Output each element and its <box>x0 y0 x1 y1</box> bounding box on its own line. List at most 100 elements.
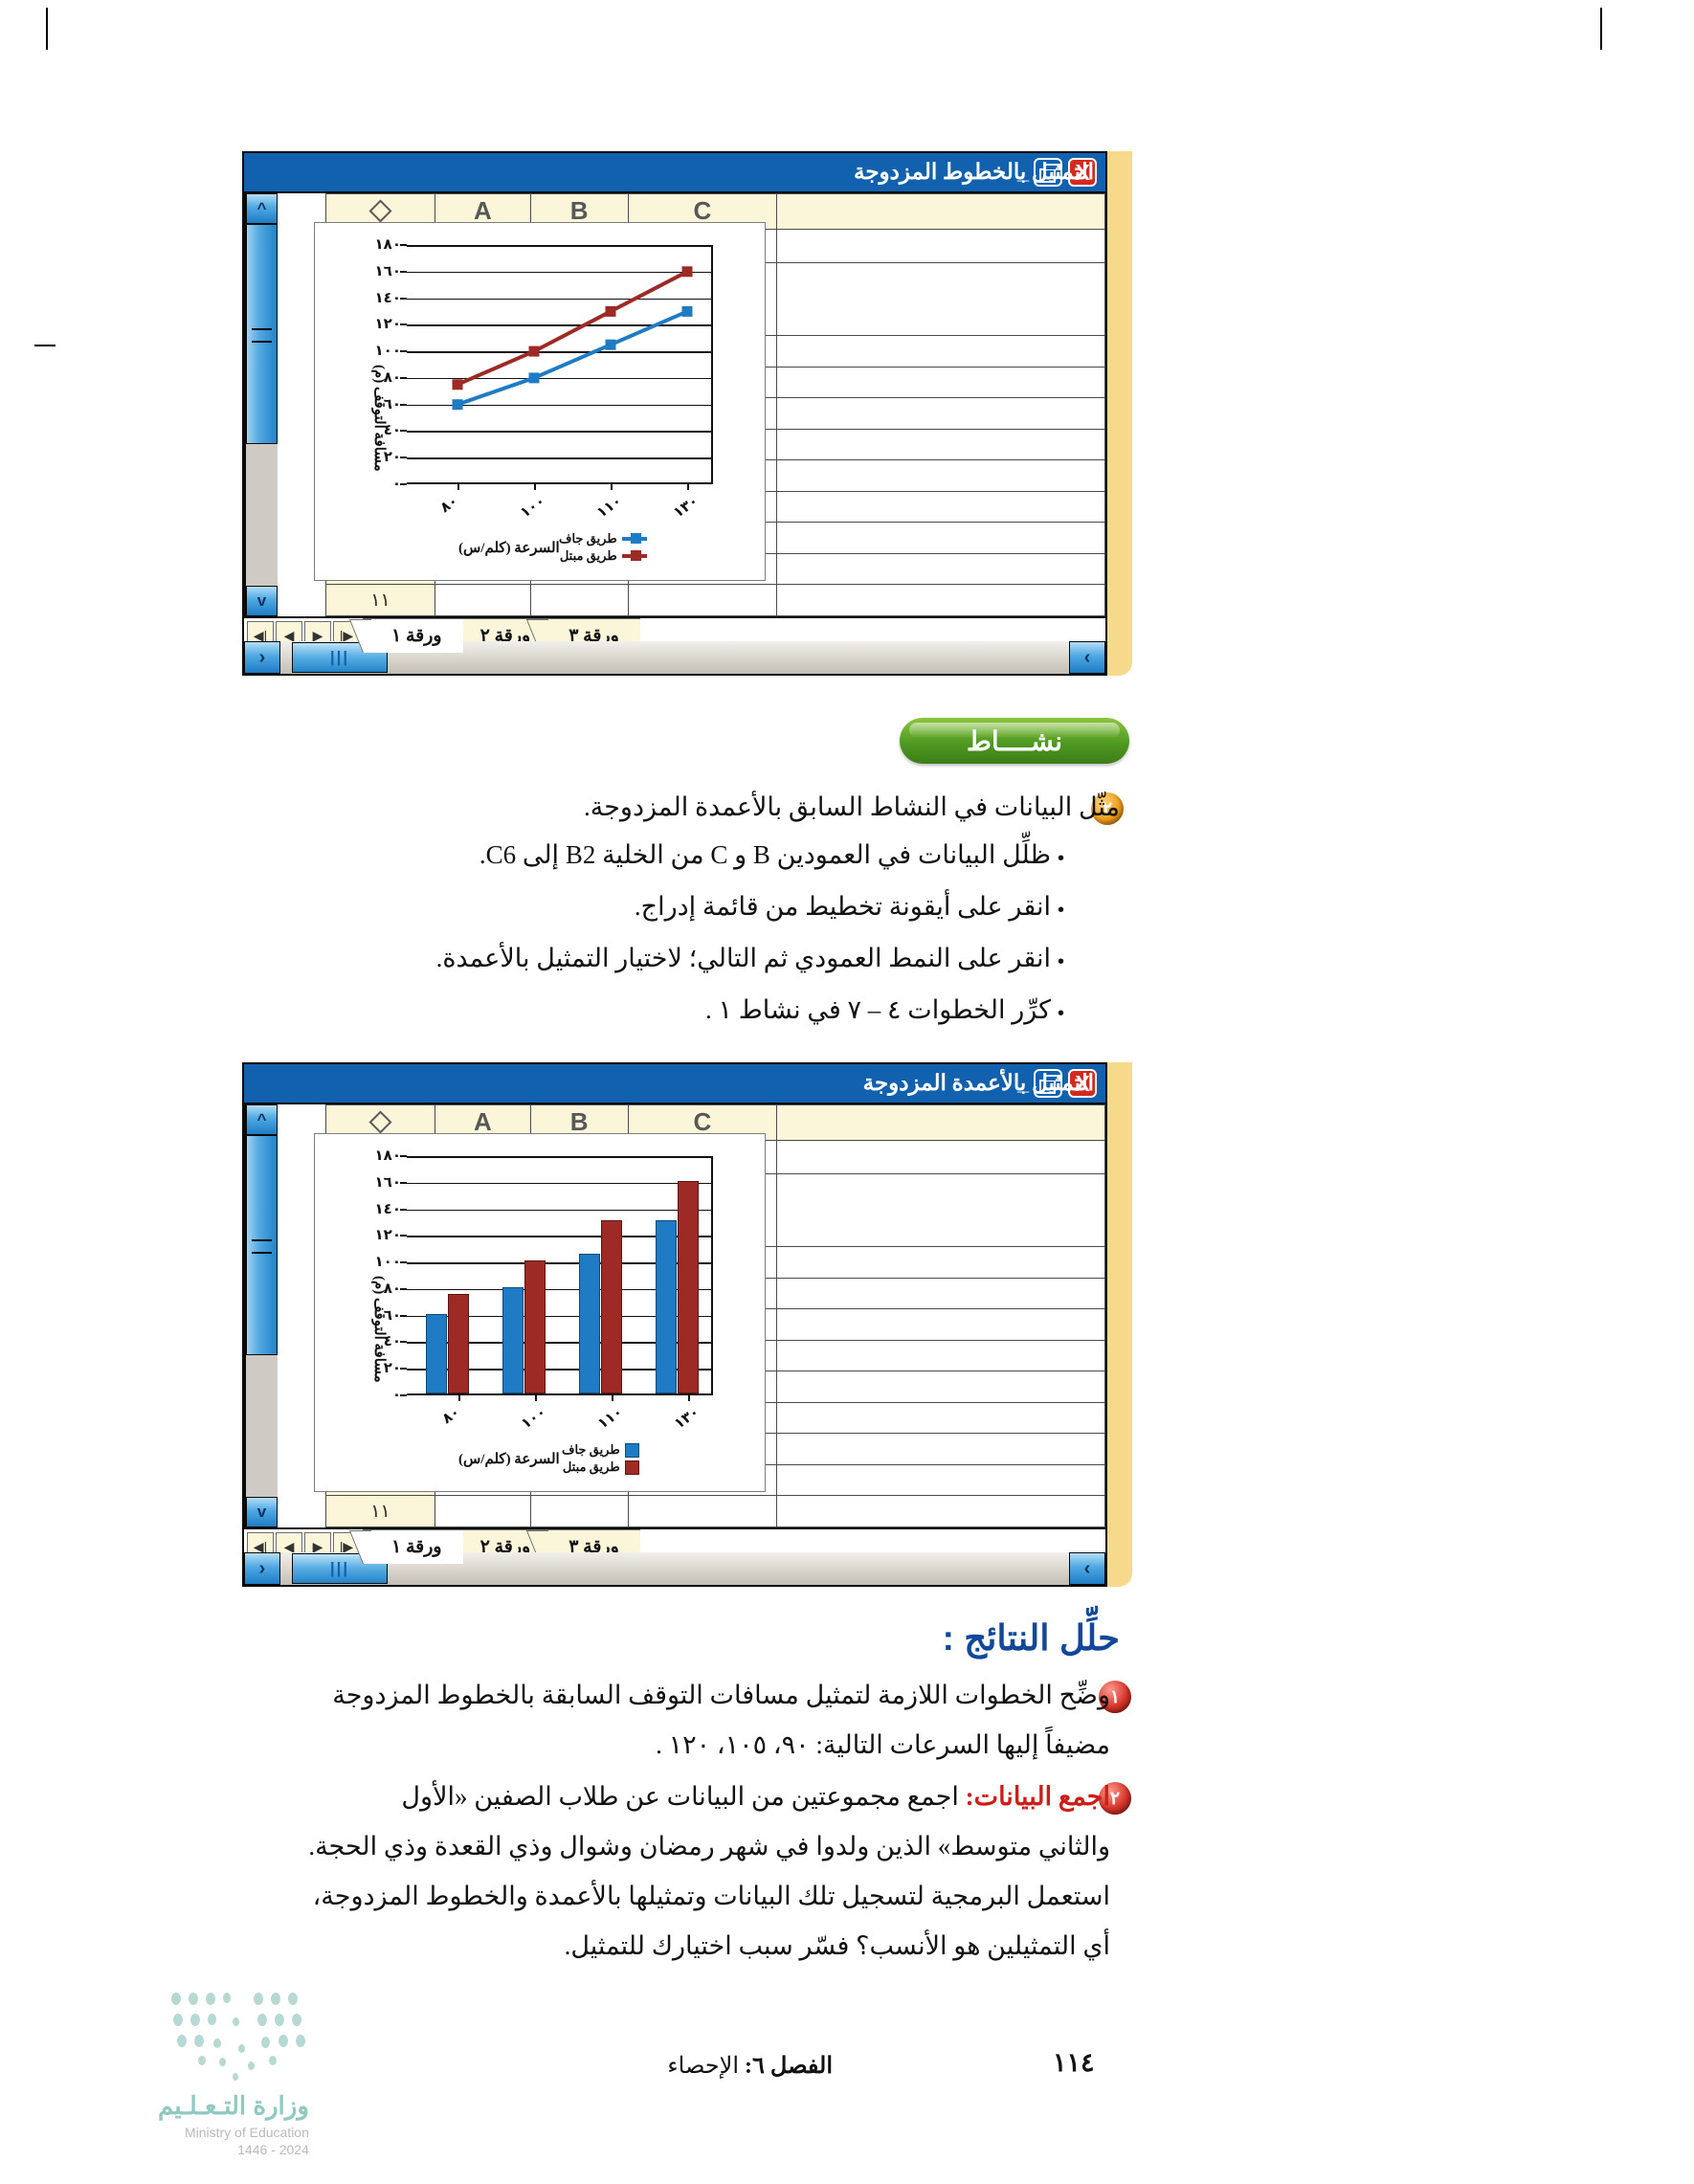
scroll-up-icon[interactable]: ^ <box>246 1104 278 1135</box>
analyze-item2-text1: اجمع مجموعتين من البيانات عن طلاب الصفين… <box>401 1782 959 1811</box>
restore-icon[interactable] <box>1034 158 1062 187</box>
xtick-label-110: ١١٠ <box>594 1403 626 1433</box>
series-wet-line <box>457 270 688 387</box>
analyze-item1-line2: مضيفاً إليها السرعات التالية: ٩٠، ١٠٥، ١… <box>656 1730 1110 1759</box>
crop-mark-left <box>34 345 56 346</box>
ytickmark-60 <box>400 1314 407 1317</box>
chart-spill-cell-6 <box>776 1339 1105 1372</box>
cell-grid[interactable]: C B A مسافة التوقف (م) السرعة (كلم/س) ١ … <box>278 193 1105 616</box>
restore-icon[interactable] <box>1034 1069 1062 1098</box>
cell-grid-2[interactable]: C B A مسافة التوقف (م) السرعة (كلم/س) ١ … <box>278 1104 1105 1527</box>
title-bar: X _ التمثيل بالخطوط المزدوجة <box>244 153 1105 193</box>
scroll-left-icon[interactable]: ‹ <box>244 1552 280 1585</box>
ytickmark-140 <box>400 1208 407 1211</box>
gridline-120 <box>407 324 711 326</box>
series-wet-point-3 <box>605 305 616 317</box>
close-icon[interactable]: X <box>1068 1069 1097 1098</box>
series-dry-point-4 <box>681 305 693 317</box>
bar-dry-80 <box>426 1313 447 1393</box>
chart-spill-cell-8 <box>776 1401 1105 1435</box>
chart-spill-cell-9 <box>776 522 1105 554</box>
line-series-svg <box>452 266 693 411</box>
close-icon[interactable]: X <box>1068 158 1097 187</box>
sheet-tab-1[interactable]: ورقة ١ <box>363 618 463 653</box>
window-body: X _ التمثيل بالخطوط المزدوجة C B A <box>242 151 1107 655</box>
scroll-right-icon[interactable]: › <box>1069 641 1105 674</box>
activity-banner: نشــــاط <box>900 718 1129 764</box>
bar-plot-area: ١٨٠ ١٦٠ ١٤٠ ١٢٠ ١٠٠ ٨٠ ٦٠ ٤٠ ٢٠ ٠ <box>375 1148 713 1433</box>
row-header-11[interactable]: ١١ <box>324 1495 436 1527</box>
xtick-label-100: ١٠٠ <box>518 1403 549 1433</box>
cell-C11[interactable] <box>627 1495 778 1527</box>
cell-C11[interactable] <box>627 584 778 616</box>
line-chart-x-axis-label: السرعة (كلم/س) <box>458 541 560 556</box>
cell-A11[interactable] <box>435 584 531 616</box>
gridline-140 <box>407 1209 711 1212</box>
cell-A11[interactable] <box>435 1495 531 1527</box>
series-wet-point-4 <box>681 266 693 278</box>
series-dry-line <box>457 309 688 407</box>
ytickmark-40 <box>400 1341 407 1344</box>
scroll-down-icon[interactable]: v <box>246 586 278 616</box>
analyze-item2-line2: والثاني متوسط» الذين ولدوا في شهر رمضان … <box>308 1832 1110 1861</box>
ytickmark-40 <box>400 430 407 433</box>
scroll-right-icon[interactable]: › <box>1069 1552 1105 1585</box>
diamond-icon <box>368 199 392 223</box>
horizontal-scroll-track-2[interactable]: ||| <box>280 1552 1069 1585</box>
chart-spill-cell-7 <box>776 1371 1105 1403</box>
ytickmark-140 <box>400 297 407 300</box>
chart-spill-cell-4 <box>776 1277 1105 1310</box>
scroll-up-icon[interactable]: ^ <box>246 193 278 224</box>
crop-mark-top-right <box>1600 8 1602 50</box>
ytick-label-40: ٤٠ <box>383 422 401 439</box>
xtickmark-4 <box>688 1393 690 1401</box>
xtickmark-2 <box>535 1393 537 1401</box>
grid-spill-head-2 <box>776 1104 1105 1141</box>
legend-label-wet: طريق مبتل <box>559 548 617 563</box>
vertical-scrollbar-2[interactable]: ^ v <box>244 1104 278 1527</box>
chart-spill-cell-3 <box>776 335 1105 368</box>
ytickmark-120 <box>400 323 407 326</box>
sheet-tab-1[interactable]: ورقة ١ <box>363 1529 463 1564</box>
ytickmark-0 <box>400 483 407 485</box>
chart-spill-cell-5 <box>776 397 1105 430</box>
horizontal-scroll-thumb-2[interactable]: ||| <box>292 1553 388 1584</box>
chart-spill-cell-9 <box>776 1433 1105 1465</box>
activity-bullet-4: كرِّر الخطوات ٤ – ٧ في نشاط ١ . <box>705 995 1051 1024</box>
spreadsheet-window-line-chart[interactable]: X _ التمثيل بالخطوط المزدوجة C B A <box>242 151 1132 676</box>
ytick-label-40: ٤٠ <box>383 1333 401 1350</box>
vertical-scroll-track-2[interactable] <box>246 1135 278 1497</box>
vertical-scroll-track[interactable] <box>246 224 278 586</box>
vertical-scroll-thumb-2[interactable] <box>246 1135 278 1355</box>
gridline-40 <box>407 431 711 433</box>
chapter-number: الفصل ٦: <box>745 2054 833 2079</box>
legend-marker-wet-icon <box>621 550 647 561</box>
xtick-label-80: ٨٠ <box>436 492 461 517</box>
spreadsheet-window-bar-chart[interactable]: X _ التمثيل بالأعمدة المزدوجة C B A <box>242 1062 1132 1587</box>
embedded-line-chart[interactable]: ١٨٠ ١٦٠ ١٤٠ ١٢٠ ١٠٠ ٨٠ ٦٠ ٤٠ ٢٠ ٠ <box>314 222 766 581</box>
scroll-down-icon[interactable]: v <box>246 1497 278 1527</box>
xtickmark-2 <box>534 482 536 490</box>
horizontal-scrollbar[interactable]: › ||| ‹ <box>242 641 1107 676</box>
row-header-11[interactable]: ١١ <box>324 584 436 616</box>
legend-entry-wet: طريق مبتل <box>562 1460 639 1475</box>
chart-spill-cell-10 <box>776 1463 1105 1497</box>
cell-B11[interactable] <box>529 584 629 616</box>
gridline-60 <box>407 404 711 407</box>
vertical-scrollbar[interactable]: ^ v <box>244 193 278 616</box>
scroll-left-icon[interactable]: ‹ <box>244 641 280 674</box>
chart-spill-cell-5 <box>776 1308 1105 1341</box>
cell-B11[interactable] <box>529 1495 629 1527</box>
page-number: ١١٤ <box>1053 2048 1095 2077</box>
embedded-bar-chart[interactable]: ١٨٠ ١٦٠ ١٤٠ ١٢٠ ١٠٠ ٨٠ ٦٠ ٤٠ ٢٠ ٠ <box>314 1133 766 1492</box>
window-body-2: X _ التمثيل بالأعمدة المزدوجة C B A <box>242 1062 1107 1566</box>
legend-entry-wet: طريق مبتل <box>559 548 647 564</box>
activity-bullet-3: انقر على النمط العمودي ثم التالي؛ لاختيا… <box>435 944 1051 972</box>
bar-dry-110 <box>579 1254 600 1393</box>
vertical-scroll-thumb[interactable] <box>246 224 278 444</box>
bar-wet-100 <box>524 1260 546 1393</box>
chart-spill-cell-11 <box>776 584 1105 616</box>
gridline-80 <box>407 377 711 380</box>
chart-spill-cell-6 <box>776 428 1105 461</box>
chart-spill-cell-10 <box>776 552 1105 586</box>
